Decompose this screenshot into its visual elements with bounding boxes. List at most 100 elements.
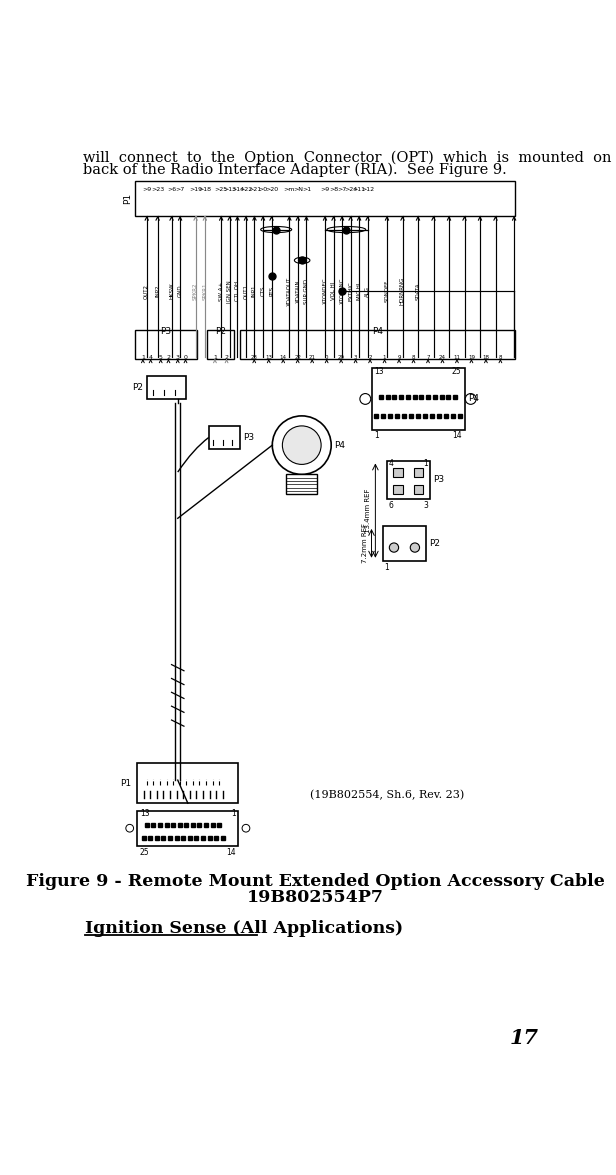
- Bar: [135, 181, 515, 216]
- Circle shape: [282, 425, 321, 464]
- Text: SPKR2: SPKR2: [193, 282, 198, 300]
- Text: 25: 25: [452, 367, 461, 376]
- Circle shape: [126, 825, 134, 832]
- Ellipse shape: [294, 257, 310, 263]
- Text: EXTHIC: EXTHIC: [348, 281, 353, 301]
- Text: P4: P4: [468, 395, 479, 403]
- Text: >1: >1: [302, 187, 311, 193]
- Bar: [387, 461, 429, 499]
- Text: 1: 1: [423, 459, 428, 468]
- Text: 11: 11: [453, 355, 460, 360]
- Circle shape: [465, 394, 476, 404]
- Bar: [135, 330, 197, 358]
- Text: SUP GND: SUP GND: [304, 278, 309, 303]
- Text: 4: 4: [148, 355, 153, 360]
- Bar: [137, 811, 238, 846]
- Text: >6: >6: [167, 187, 176, 193]
- Bar: [371, 368, 464, 430]
- Circle shape: [360, 394, 371, 404]
- Text: 9: 9: [397, 355, 401, 360]
- Text: 17: 17: [510, 1028, 539, 1048]
- Text: >N: >N: [293, 187, 303, 193]
- Text: XTONDEC: XTONDEC: [323, 277, 328, 304]
- Text: 3: 3: [354, 355, 357, 360]
- Text: 4: 4: [389, 459, 394, 468]
- Text: 2: 2: [225, 355, 229, 360]
- Text: P1: P1: [120, 779, 131, 787]
- Text: >8: >8: [329, 187, 338, 193]
- Bar: [207, 330, 234, 358]
- Bar: [147, 376, 185, 400]
- Text: OUT2: OUT2: [144, 283, 149, 298]
- Text: 5: 5: [159, 355, 163, 360]
- Text: HKSW: HKSW: [169, 283, 174, 300]
- Text: 0: 0: [184, 355, 187, 360]
- Text: 3: 3: [176, 355, 180, 360]
- Circle shape: [242, 825, 250, 832]
- Text: >24: >24: [344, 187, 357, 193]
- Circle shape: [272, 416, 331, 475]
- Text: 13: 13: [375, 367, 384, 376]
- Text: back of the Radio Interface Adapter (RIA).  See Figure 9.: back of the Radio Interface Adapter (RIA…: [83, 162, 507, 177]
- Text: 13: 13: [140, 808, 150, 818]
- Text: CTL OH: CTL OH: [235, 281, 240, 301]
- Text: 19B802554P7: 19B802554P7: [247, 889, 384, 906]
- Text: 14: 14: [452, 431, 461, 441]
- Text: 1: 1: [383, 355, 386, 360]
- Text: >21: >21: [248, 187, 261, 193]
- Text: >23: >23: [151, 187, 164, 193]
- Text: XDATAIN: XDATAIN: [296, 280, 301, 303]
- Circle shape: [410, 543, 419, 552]
- Bar: [414, 485, 423, 495]
- Text: 21: 21: [309, 355, 315, 360]
- Ellipse shape: [327, 227, 366, 233]
- Text: 1: 1: [141, 355, 145, 360]
- Text: >20: >20: [265, 187, 278, 193]
- Text: 2: 2: [166, 355, 171, 360]
- Text: >13: >13: [223, 187, 237, 193]
- Text: P3: P3: [161, 327, 172, 336]
- Text: (19B802554, Sh.6, Rev. 23): (19B802554, Sh.6, Rev. 23): [310, 790, 464, 800]
- Bar: [286, 475, 317, 494]
- Text: P2: P2: [429, 539, 440, 548]
- Text: 0: 0: [325, 355, 328, 360]
- Text: >18: >18: [198, 187, 211, 193]
- Text: XTONENC: XTONENC: [339, 278, 344, 304]
- Text: 20: 20: [338, 355, 344, 360]
- Text: 1: 1: [375, 431, 379, 441]
- Bar: [414, 469, 423, 477]
- Text: >9: >9: [320, 187, 330, 193]
- Text: 14: 14: [280, 355, 286, 360]
- Text: >22: >22: [240, 187, 253, 193]
- Text: P4: P4: [334, 441, 346, 450]
- Text: 1: 1: [213, 355, 217, 360]
- Text: 18: 18: [482, 355, 490, 360]
- Text: >25: >25: [214, 187, 228, 193]
- Text: 1: 1: [231, 808, 236, 818]
- Text: P2: P2: [132, 383, 143, 392]
- Text: OUT1: OUT1: [243, 283, 248, 298]
- Bar: [393, 485, 402, 495]
- Text: >7: >7: [176, 187, 185, 193]
- Text: HORNRNG: HORNRNG: [400, 277, 405, 306]
- Text: P3: P3: [243, 432, 255, 442]
- Text: 7.2mm REF: 7.2mm REF: [362, 523, 368, 563]
- Text: 2: 2: [368, 355, 372, 360]
- Text: P4: P4: [372, 327, 383, 336]
- Text: >14: >14: [231, 187, 244, 193]
- Text: 8: 8: [411, 355, 415, 360]
- Text: 8: 8: [498, 355, 502, 360]
- Text: >11: >11: [352, 187, 366, 193]
- Text: 23: 23: [251, 355, 257, 360]
- Text: 1: 1: [384, 563, 389, 572]
- Text: Figure 9 - Remote Mount Extended Option Accessory Cable: Figure 9 - Remote Mount Extended Option …: [26, 873, 605, 889]
- Text: 24: 24: [439, 355, 446, 360]
- Text: 13.4mm REF: 13.4mm REF: [365, 489, 371, 532]
- Text: INP2: INP2: [155, 284, 160, 297]
- Text: 13: 13: [265, 355, 272, 360]
- Text: >12: >12: [361, 187, 374, 193]
- Text: 25: 25: [140, 848, 150, 857]
- Bar: [383, 526, 426, 560]
- Text: IGN SEN: IGN SEN: [227, 280, 232, 302]
- Text: >0: >0: [259, 187, 267, 193]
